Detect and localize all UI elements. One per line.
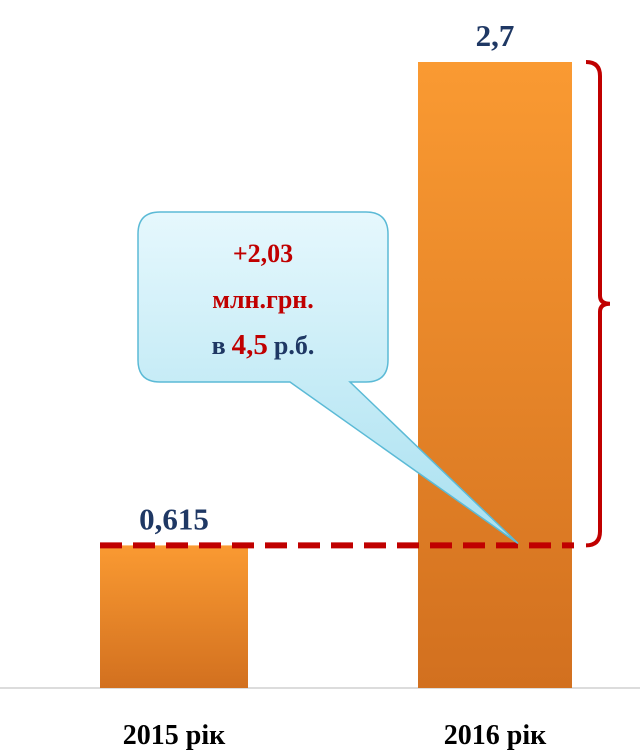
callout-text-part: р.б. — [274, 331, 314, 360]
callout-text: +2,03 — [233, 239, 293, 268]
bar — [418, 62, 572, 688]
callout-text: в 4,5 р.б. — [212, 329, 315, 361]
value-label: 2,7 — [476, 18, 515, 53]
callout — [137, 211, 519, 545]
value-label: 0,615 — [139, 501, 209, 536]
bracket — [585, 60, 611, 548]
callout-text-part: 4,5 — [232, 329, 268, 361]
callout-text-part: в — [212, 331, 226, 360]
category-label: 2016 рік — [444, 720, 547, 751]
bar — [100, 545, 248, 688]
callout-text: млн.грн. — [212, 285, 314, 314]
category-label: 2015 рік — [123, 720, 226, 751]
